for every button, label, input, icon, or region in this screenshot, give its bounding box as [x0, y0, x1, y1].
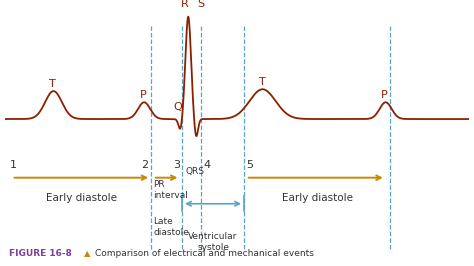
Text: Ventricular
systole: Ventricular systole [188, 232, 238, 252]
Text: 5: 5 [246, 160, 253, 170]
Text: FIGURE 16-8: FIGURE 16-8 [9, 249, 72, 258]
Text: P: P [140, 90, 146, 101]
Text: T: T [259, 77, 266, 88]
Text: 4: 4 [203, 160, 210, 170]
Text: Q: Q [173, 102, 182, 112]
Text: Early diastole: Early diastole [282, 193, 353, 203]
Text: 3: 3 [173, 160, 180, 170]
Text: 2: 2 [142, 160, 149, 170]
Text: 1: 1 [9, 160, 17, 170]
Text: Comparison of electrical and mechanical events: Comparison of electrical and mechanical … [95, 249, 314, 258]
Text: S: S [197, 0, 204, 9]
Text: T: T [49, 79, 56, 89]
Text: PR
interval: PR interval [154, 180, 188, 200]
Text: P: P [382, 90, 388, 101]
Text: QRS: QRS [186, 167, 205, 176]
Text: Late
diastole: Late diastole [154, 217, 189, 237]
Text: ▲: ▲ [84, 249, 90, 258]
Text: Early diastole: Early diastole [46, 193, 117, 203]
Text: R: R [181, 0, 189, 9]
